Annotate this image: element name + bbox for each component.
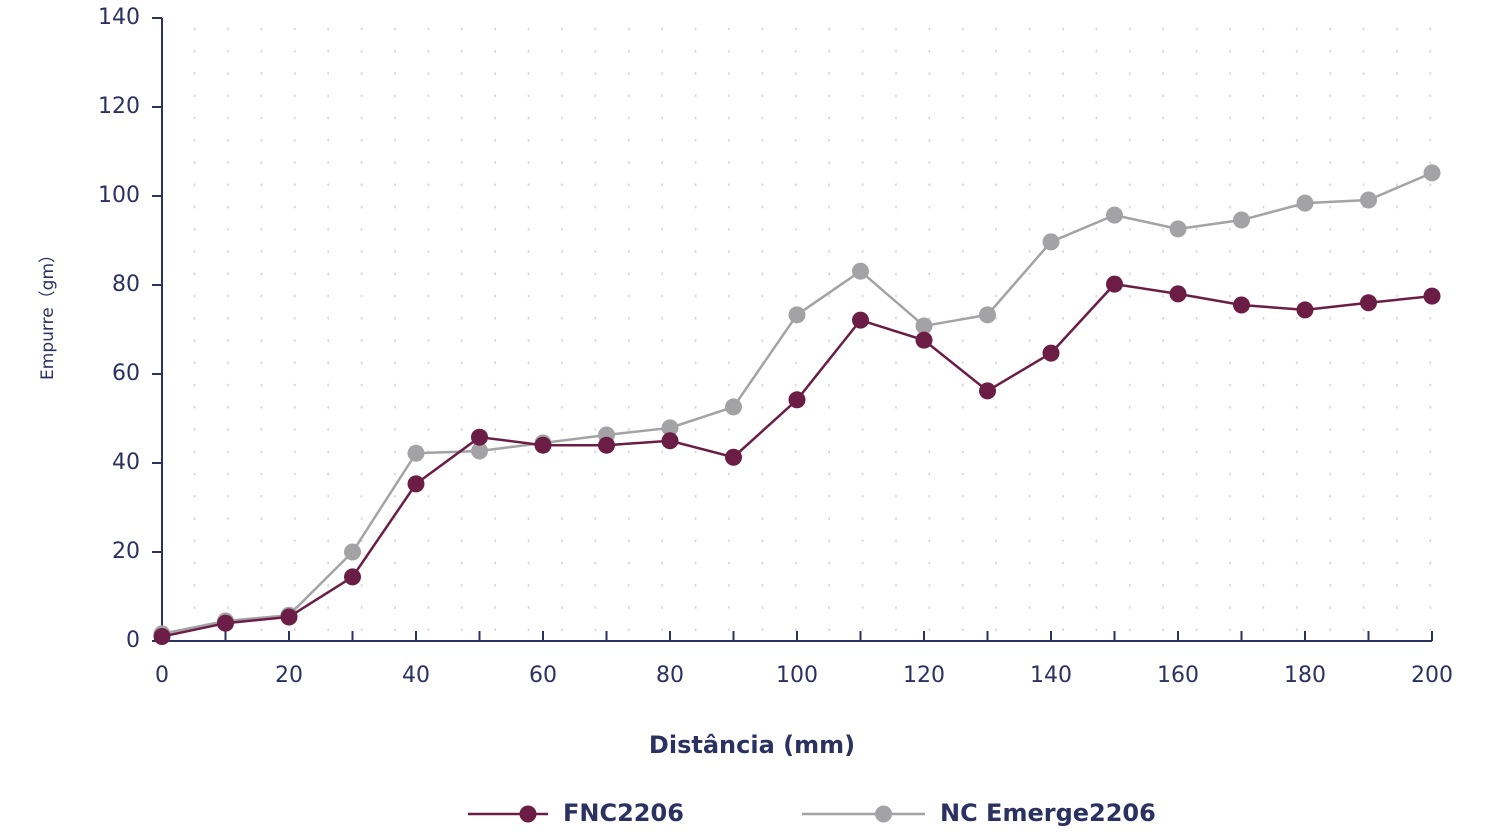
point	[1106, 206, 1123, 224]
legend-marker	[875, 805, 892, 823]
y-tick-label: 40	[112, 450, 140, 475]
x-tick-label: 120	[903, 663, 945, 688]
legend-label: FNC2206	[563, 799, 684, 827]
point	[1360, 294, 1377, 312]
point	[1106, 275, 1123, 293]
point	[979, 382, 996, 400]
point	[788, 391, 806, 409]
x-tick-label: 180	[1284, 663, 1326, 688]
y-tick-label: 100	[98, 183, 140, 208]
point	[852, 262, 869, 280]
x-tick-label: 0	[155, 663, 169, 688]
y-tick-label: 20	[112, 539, 140, 564]
y-tick-label: 0	[126, 628, 140, 653]
point	[534, 436, 552, 454]
point	[471, 428, 488, 446]
point	[471, 442, 488, 460]
x-tick-label: 100	[776, 663, 818, 688]
point	[280, 608, 298, 626]
point	[1296, 301, 1314, 319]
point	[1360, 191, 1377, 209]
point	[661, 432, 679, 450]
point	[1233, 296, 1250, 314]
dot-grid	[162, 18, 1432, 638]
point	[407, 444, 425, 462]
point	[979, 306, 996, 324]
point	[1423, 287, 1441, 305]
x-axis-title: Distância (mm)	[649, 731, 855, 759]
x-tick-label: 140	[1030, 663, 1072, 688]
point	[1169, 220, 1187, 238]
point	[788, 306, 806, 324]
y-tick-label: 60	[112, 361, 140, 386]
point	[915, 317, 933, 335]
x-tick-label: 160	[1157, 663, 1199, 688]
x-tick-label: 20	[275, 663, 303, 688]
point	[1296, 194, 1314, 212]
legend-marker	[519, 805, 537, 823]
point	[915, 331, 933, 349]
point	[1423, 164, 1441, 182]
point	[598, 436, 615, 454]
x-tick-label: 40	[402, 663, 430, 688]
x-tick-label: 80	[656, 663, 684, 688]
y-tick-label: 80	[112, 272, 140, 297]
x-tick-label: 200	[1411, 663, 1453, 688]
point	[725, 398, 742, 416]
point	[344, 543, 361, 561]
y-axis-title: Empurre（gm）	[38, 246, 58, 380]
x-tick-label: 60	[529, 663, 557, 688]
legend-label: NC Emerge2206	[940, 799, 1156, 827]
point	[153, 628, 171, 646]
point	[852, 311, 869, 329]
point	[344, 568, 361, 586]
point	[661, 419, 679, 437]
point	[217, 614, 234, 632]
y-tick-label: 120	[98, 94, 140, 119]
y-tick-label: 140	[98, 5, 140, 30]
point	[407, 475, 425, 493]
point	[1233, 211, 1250, 229]
point	[725, 448, 742, 466]
point	[1042, 233, 1060, 251]
point	[1169, 285, 1187, 303]
point	[1042, 344, 1060, 362]
